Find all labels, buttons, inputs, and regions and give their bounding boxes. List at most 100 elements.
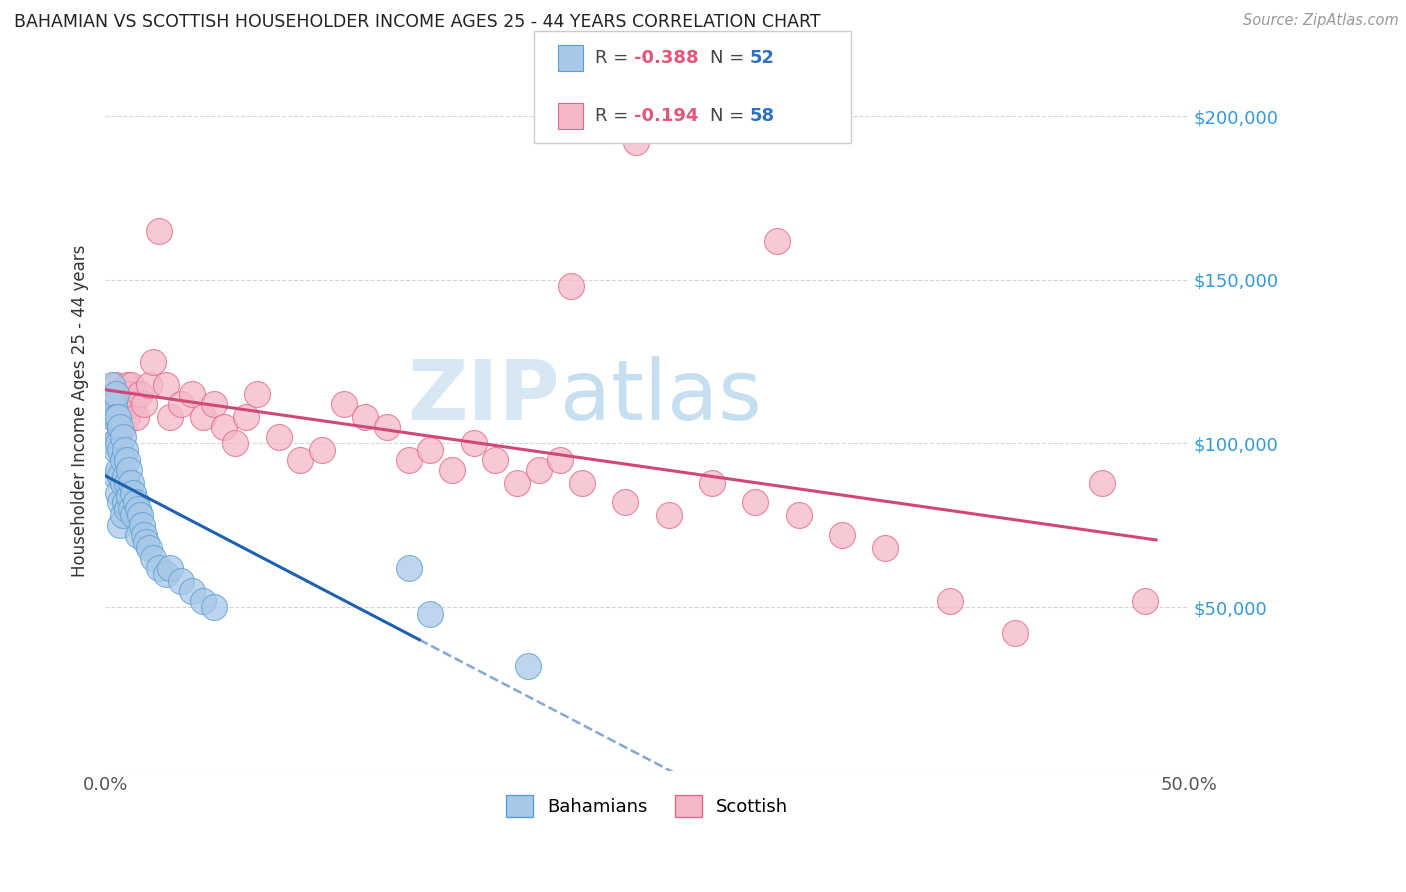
Point bbox=[1135, 593, 1157, 607]
Point bbox=[202, 397, 225, 411]
Text: ZIP: ZIP bbox=[408, 356, 560, 437]
Text: N =: N = bbox=[710, 49, 749, 67]
Point bbox=[138, 377, 160, 392]
Point bbox=[107, 436, 129, 450]
Point bbox=[107, 430, 129, 444]
Point bbox=[131, 518, 153, 533]
Point bbox=[105, 410, 128, 425]
Point bbox=[290, 452, 312, 467]
Point bbox=[375, 420, 398, 434]
Point bbox=[111, 420, 134, 434]
Point bbox=[332, 397, 354, 411]
Point bbox=[142, 551, 165, 566]
Point bbox=[100, 377, 122, 392]
Point bbox=[170, 397, 193, 411]
Text: Source: ZipAtlas.com: Source: ZipAtlas.com bbox=[1243, 13, 1399, 29]
Point bbox=[657, 508, 679, 523]
Point bbox=[155, 567, 177, 582]
Y-axis label: Householder Income Ages 25 - 44 years: Householder Income Ages 25 - 44 years bbox=[72, 244, 89, 577]
Point bbox=[624, 136, 647, 150]
Point bbox=[127, 528, 149, 542]
Point bbox=[103, 436, 125, 450]
Point bbox=[614, 495, 637, 509]
Point bbox=[191, 410, 214, 425]
Point bbox=[180, 583, 202, 598]
Point bbox=[107, 397, 129, 411]
Point bbox=[744, 495, 766, 509]
Point bbox=[214, 420, 236, 434]
Point bbox=[548, 452, 571, 467]
Point bbox=[105, 387, 128, 401]
Point bbox=[787, 508, 810, 523]
Point bbox=[142, 354, 165, 368]
Point bbox=[118, 387, 141, 401]
Text: BAHAMIAN VS SCOTTISH HOUSEHOLDER INCOME AGES 25 - 44 YEARS CORRELATION CHART: BAHAMIAN VS SCOTTISH HOUSEHOLDER INCOME … bbox=[14, 13, 821, 31]
Text: atlas: atlas bbox=[560, 356, 762, 437]
Point bbox=[148, 561, 170, 575]
Point bbox=[115, 501, 138, 516]
Point bbox=[111, 387, 134, 401]
Text: -0.388: -0.388 bbox=[634, 49, 699, 67]
Point bbox=[114, 442, 136, 457]
Point bbox=[560, 279, 582, 293]
Point bbox=[527, 462, 550, 476]
Point bbox=[148, 224, 170, 238]
Point bbox=[110, 403, 132, 417]
Point bbox=[107, 485, 129, 500]
Point bbox=[114, 495, 136, 509]
Point bbox=[111, 452, 134, 467]
Point bbox=[103, 397, 125, 411]
Point bbox=[107, 462, 129, 476]
Point bbox=[170, 574, 193, 588]
Point bbox=[120, 501, 142, 516]
Point bbox=[180, 387, 202, 401]
Point bbox=[155, 377, 177, 392]
Point bbox=[224, 436, 246, 450]
Point bbox=[831, 528, 853, 542]
Point bbox=[111, 508, 134, 523]
Point bbox=[110, 469, 132, 483]
Point bbox=[127, 501, 149, 516]
Point bbox=[110, 518, 132, 533]
Point bbox=[115, 452, 138, 467]
Point bbox=[766, 234, 789, 248]
Point bbox=[235, 410, 257, 425]
Point bbox=[419, 442, 441, 457]
Point bbox=[122, 397, 145, 411]
Point bbox=[134, 397, 156, 411]
Point bbox=[120, 475, 142, 490]
Point bbox=[124, 495, 146, 509]
Point bbox=[118, 462, 141, 476]
Point bbox=[118, 489, 141, 503]
Point bbox=[105, 442, 128, 457]
Point bbox=[115, 377, 138, 392]
Point bbox=[110, 420, 132, 434]
Point bbox=[571, 475, 593, 490]
Point bbox=[110, 495, 132, 509]
Point bbox=[105, 469, 128, 483]
Point bbox=[246, 387, 269, 401]
Text: -0.194: -0.194 bbox=[634, 107, 699, 125]
Point bbox=[159, 410, 181, 425]
Point bbox=[1004, 626, 1026, 640]
Point bbox=[939, 593, 962, 607]
Point bbox=[202, 600, 225, 615]
Point bbox=[107, 410, 129, 425]
Point bbox=[700, 475, 723, 490]
Point bbox=[103, 387, 125, 401]
Point bbox=[124, 410, 146, 425]
Point bbox=[159, 561, 181, 575]
Legend: Bahamians, Scottish: Bahamians, Scottish bbox=[496, 787, 797, 827]
Point bbox=[398, 561, 420, 575]
Point bbox=[398, 452, 420, 467]
Point bbox=[191, 593, 214, 607]
Point bbox=[311, 442, 333, 457]
Point bbox=[122, 485, 145, 500]
Point bbox=[110, 442, 132, 457]
Point bbox=[105, 410, 128, 425]
Point bbox=[115, 410, 138, 425]
Text: 58: 58 bbox=[749, 107, 775, 125]
Point bbox=[463, 436, 485, 450]
Point bbox=[114, 469, 136, 483]
Point bbox=[105, 377, 128, 392]
